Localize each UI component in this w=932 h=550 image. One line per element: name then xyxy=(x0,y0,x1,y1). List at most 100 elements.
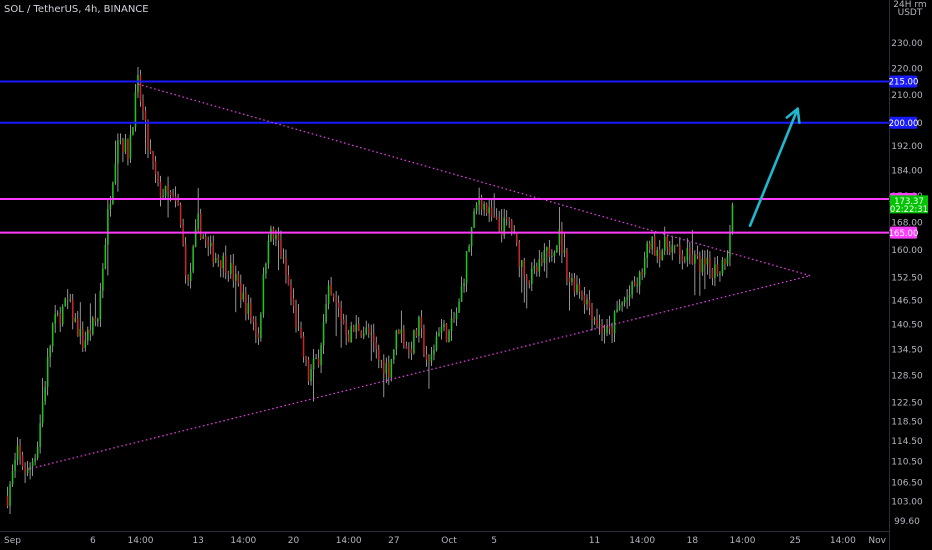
candle-body xyxy=(87,329,89,341)
candle-body xyxy=(212,242,214,263)
candle-body xyxy=(242,292,245,300)
price-tick-label: 192.00 xyxy=(891,142,923,152)
candle-body xyxy=(531,268,533,285)
candle-body xyxy=(124,139,127,152)
candle-body xyxy=(488,207,490,214)
candle-body xyxy=(383,359,385,374)
candle-body xyxy=(74,318,77,322)
candle-body xyxy=(342,319,345,324)
candle-body xyxy=(485,203,488,214)
candle-body xyxy=(663,236,666,251)
candle-body xyxy=(425,354,428,360)
symbol-title[interactable]: SOL / TetherUS, 4h, BINANCE xyxy=(4,4,149,15)
candle-body xyxy=(322,321,325,346)
time-tick-label: 14:00 xyxy=(629,536,655,546)
level-tag-text: 200.00 xyxy=(889,119,919,129)
candle-body xyxy=(528,280,531,285)
candle-body xyxy=(202,236,204,239)
candle-body xyxy=(523,260,526,277)
candle-body xyxy=(347,334,350,343)
candle-body xyxy=(230,263,232,275)
candle-body xyxy=(508,219,510,221)
candle-body xyxy=(588,299,591,308)
time-tick-label: 25 xyxy=(789,536,800,546)
candle-body xyxy=(608,325,611,329)
candle-body xyxy=(478,197,480,205)
level-tag-165.00 xyxy=(890,226,917,239)
candle-body xyxy=(533,266,536,269)
candle-body xyxy=(546,247,548,251)
candle-body xyxy=(209,242,212,247)
time-tick-label: 14:00 xyxy=(230,536,256,546)
price-tick-label: 230.00 xyxy=(891,39,923,49)
candle-body xyxy=(97,319,99,322)
candle-body xyxy=(631,281,633,295)
candle-body xyxy=(162,195,164,198)
level-tag-215.00 xyxy=(890,75,917,88)
candle-body xyxy=(194,228,197,247)
candle-body xyxy=(646,242,648,259)
candle-body xyxy=(561,229,563,253)
time-axis[interactable]: Sep 6 14:00 13 14:00 20 14:00 27 Oct 5 11 14:00 18 14… xyxy=(4,536,887,546)
candle-body xyxy=(586,299,588,305)
candle-body xyxy=(84,340,87,348)
candle-body xyxy=(719,273,721,275)
candle-body xyxy=(536,266,538,272)
projection-arrow xyxy=(748,107,799,228)
candle-body xyxy=(59,313,61,325)
candle-body xyxy=(611,328,613,334)
candle-body xyxy=(475,204,478,211)
candle-body xyxy=(219,260,222,269)
time-tick-label: 11 xyxy=(589,536,600,546)
candle-body xyxy=(295,306,297,328)
candle-body xyxy=(222,255,225,269)
candle-body xyxy=(681,254,684,262)
candle-body xyxy=(142,100,144,112)
candle-body xyxy=(71,299,74,322)
candle-body xyxy=(61,306,64,325)
candle-body xyxy=(473,210,475,228)
candle-body xyxy=(413,330,415,353)
candle-body xyxy=(252,318,255,323)
candle-body xyxy=(636,285,638,287)
candle-body xyxy=(132,127,134,135)
price-tick-label: 114.50 xyxy=(891,437,923,447)
price-tick-label: 210.00 xyxy=(891,91,923,101)
candle-body xyxy=(189,271,192,281)
candle-body xyxy=(711,268,714,279)
time-tick-label: 14:00 xyxy=(336,536,362,546)
candle-body xyxy=(616,309,618,313)
candle-body xyxy=(420,317,423,329)
candle-body xyxy=(19,445,21,456)
candle-body xyxy=(114,163,117,183)
price-tick-label: 160.00 xyxy=(891,246,923,256)
candle-body xyxy=(257,333,260,339)
price-tick-label: 118.50 xyxy=(891,418,923,428)
candle-body xyxy=(423,328,425,355)
candle-body xyxy=(255,322,257,334)
candle-body xyxy=(465,251,468,284)
candle-body xyxy=(443,323,445,328)
candle-body xyxy=(337,302,340,308)
candle-body xyxy=(325,303,327,322)
candle-body xyxy=(591,307,593,321)
candle-body xyxy=(327,285,330,304)
candle-body xyxy=(679,245,681,255)
time-tick-label: 13 xyxy=(192,536,203,546)
candle-body xyxy=(184,244,187,276)
candle-body xyxy=(668,246,671,253)
candle-body xyxy=(626,297,628,300)
candle-body xyxy=(29,466,31,470)
candle-body xyxy=(129,134,132,159)
candle-body xyxy=(515,232,518,243)
time-tick-label: 14:00 xyxy=(730,536,756,546)
candle-body xyxy=(290,285,292,299)
price-tick-label: 106.50 xyxy=(891,479,923,489)
candle-body xyxy=(372,333,375,343)
candle-body xyxy=(378,349,380,361)
candle-body xyxy=(385,363,388,374)
candle-body xyxy=(69,299,72,301)
candle-body xyxy=(643,258,646,275)
